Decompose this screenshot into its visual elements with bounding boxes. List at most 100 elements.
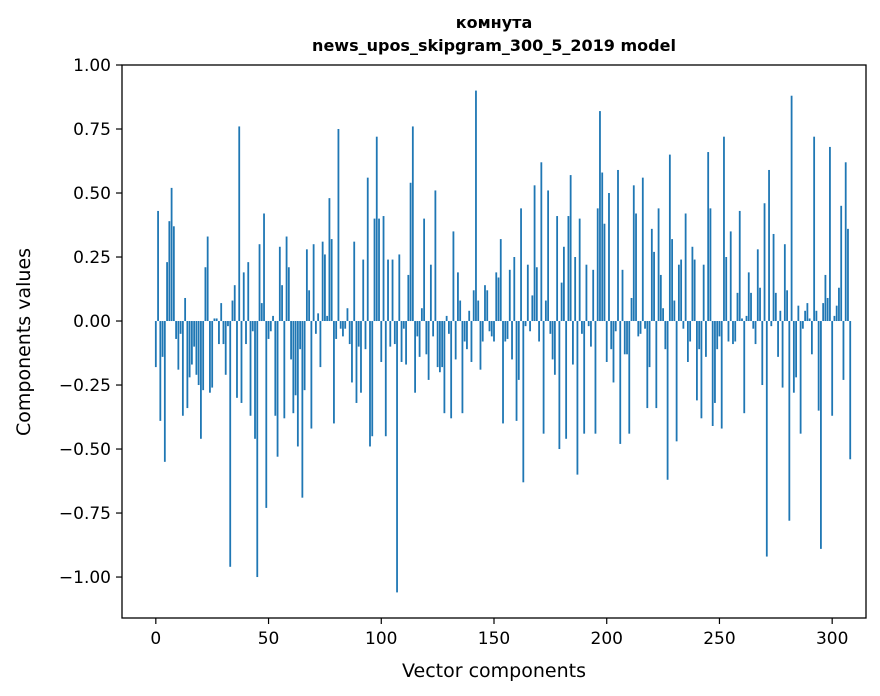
bar bbox=[305, 249, 308, 322]
bar bbox=[529, 321, 531, 332]
bar bbox=[448, 321, 450, 334]
bar bbox=[666, 321, 669, 480]
bar bbox=[673, 300, 676, 322]
bar bbox=[835, 305, 838, 322]
bar bbox=[254, 321, 256, 439]
bar bbox=[488, 321, 491, 332]
bar bbox=[677, 264, 680, 322]
bar bbox=[193, 321, 196, 347]
bar bbox=[718, 321, 721, 337]
bar bbox=[531, 295, 534, 322]
chart-title-line-1: комнута bbox=[456, 13, 532, 32]
bar bbox=[716, 321, 719, 350]
bar bbox=[393, 321, 396, 345]
bar bbox=[662, 308, 664, 322]
x-axis-ticks: 0 50 100 150 200 250 300 bbox=[150, 618, 848, 649]
bar bbox=[849, 321, 852, 460]
bar bbox=[190, 321, 193, 365]
bar bbox=[240, 321, 243, 403]
bar bbox=[333, 321, 335, 424]
bar bbox=[314, 321, 317, 334]
bar bbox=[587, 321, 590, 327]
bar bbox=[705, 321, 707, 357]
bar bbox=[441, 321, 444, 368]
bar bbox=[596, 208, 599, 322]
bar bbox=[454, 321, 457, 360]
bar bbox=[157, 210, 159, 322]
bar bbox=[779, 310, 782, 322]
bar bbox=[416, 321, 419, 337]
bar bbox=[396, 321, 398, 593]
bar bbox=[299, 321, 302, 350]
bar bbox=[154, 321, 157, 368]
bar bbox=[238, 126, 241, 322]
bar bbox=[646, 321, 649, 409]
bar bbox=[339, 321, 342, 329]
bar bbox=[526, 264, 529, 322]
bar bbox=[520, 208, 522, 322]
bar bbox=[684, 213, 687, 322]
bar bbox=[294, 321, 297, 396]
y-tick-label: −1.00 bbox=[59, 568, 111, 588]
bar bbox=[788, 321, 791, 521]
bar bbox=[840, 205, 843, 322]
bar bbox=[522, 321, 525, 483]
x-tick-label: 300 bbox=[816, 629, 848, 649]
bar bbox=[236, 321, 238, 398]
bar bbox=[443, 321, 446, 414]
bar bbox=[278, 246, 281, 322]
bar bbox=[763, 203, 766, 322]
bar bbox=[572, 321, 574, 365]
y-tick-label: −0.50 bbox=[59, 440, 111, 460]
bar bbox=[576, 321, 579, 475]
bar bbox=[427, 321, 430, 380]
bar bbox=[770, 321, 773, 327]
bar bbox=[702, 264, 705, 322]
bar bbox=[357, 321, 360, 347]
bar bbox=[738, 210, 741, 322]
bar bbox=[312, 244, 315, 322]
bar bbox=[612, 321, 615, 383]
y-tick-label: 0.50 bbox=[73, 184, 111, 204]
bar bbox=[574, 257, 577, 322]
bar bbox=[303, 321, 306, 391]
bar bbox=[759, 287, 761, 322]
bar bbox=[601, 172, 604, 322]
bar bbox=[630, 297, 633, 322]
bar bbox=[632, 185, 635, 322]
bar bbox=[168, 221, 171, 322]
bar bbox=[639, 321, 642, 334]
bar bbox=[181, 321, 184, 416]
bar bbox=[179, 321, 182, 334]
bar bbox=[346, 308, 349, 322]
bar bbox=[542, 321, 545, 434]
bar bbox=[375, 136, 378, 322]
bar bbox=[371, 321, 374, 437]
bar bbox=[720, 321, 723, 429]
bar bbox=[353, 241, 356, 322]
y-tick-label: −0.75 bbox=[59, 504, 111, 524]
bar bbox=[714, 321, 716, 403]
bar bbox=[756, 249, 759, 322]
bar bbox=[263, 213, 265, 322]
bar bbox=[457, 272, 459, 322]
bar bbox=[420, 308, 423, 322]
bar bbox=[398, 254, 401, 322]
bar bbox=[172, 226, 175, 322]
bar bbox=[450, 321, 453, 419]
bar bbox=[434, 190, 437, 322]
bar bbox=[364, 321, 367, 350]
bar bbox=[777, 321, 779, 357]
bar bbox=[432, 321, 435, 337]
bar bbox=[806, 303, 809, 322]
bar bbox=[594, 321, 597, 434]
bar bbox=[772, 233, 775, 322]
bar bbox=[414, 321, 416, 393]
bar bbox=[535, 267, 538, 322]
bar bbox=[657, 208, 660, 322]
bar bbox=[497, 277, 500, 322]
bar bbox=[411, 126, 414, 322]
bar bbox=[337, 129, 340, 322]
bar bbox=[423, 218, 426, 322]
bar bbox=[177, 321, 180, 370]
